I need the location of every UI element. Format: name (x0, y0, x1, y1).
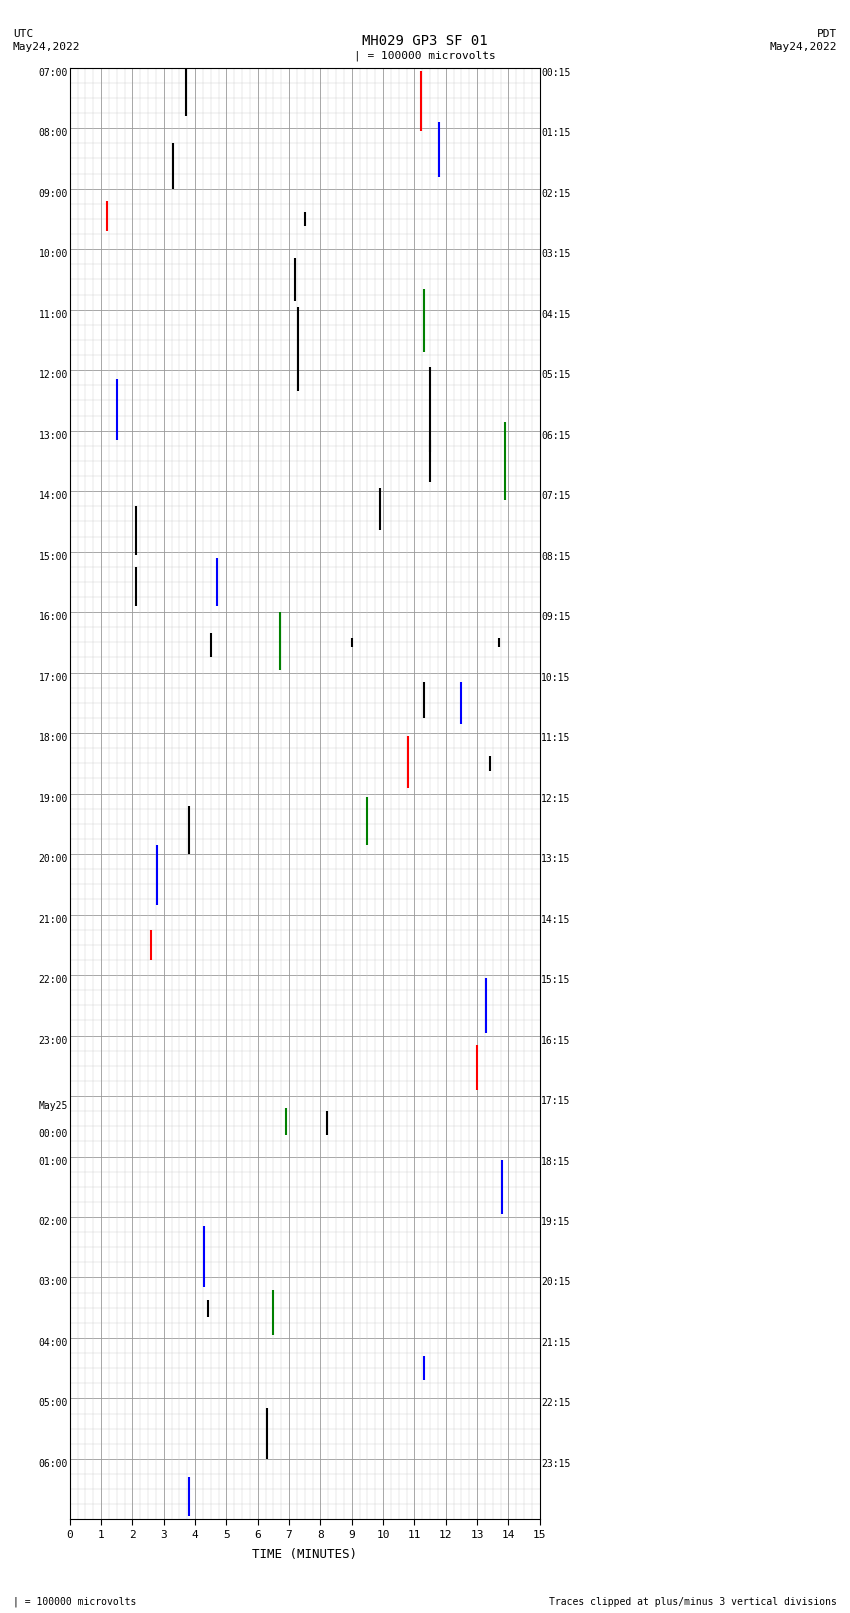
Text: 20:15: 20:15 (541, 1277, 570, 1287)
Text: 17:15: 17:15 (541, 1097, 570, 1107)
X-axis label: TIME (MINUTES): TIME (MINUTES) (252, 1548, 357, 1561)
Text: 10:00: 10:00 (39, 250, 68, 260)
Text: 07:15: 07:15 (541, 490, 570, 502)
Text: 18:15: 18:15 (541, 1157, 570, 1166)
Text: 12:00: 12:00 (39, 371, 68, 381)
Text: May25: May25 (39, 1102, 68, 1111)
Text: Traces clipped at plus/minus 3 vertical divisions: Traces clipped at plus/minus 3 vertical … (549, 1597, 837, 1607)
Text: 13:15: 13:15 (541, 855, 570, 865)
Text: 03:15: 03:15 (541, 250, 570, 260)
Text: 20:00: 20:00 (39, 855, 68, 865)
Text: 00:15: 00:15 (541, 68, 570, 77)
Text: 23:15: 23:15 (541, 1458, 570, 1469)
Text: 01:00: 01:00 (39, 1157, 68, 1166)
Text: 11:00: 11:00 (39, 310, 68, 319)
Text: 18:00: 18:00 (39, 734, 68, 744)
Text: UTC: UTC (13, 29, 33, 39)
Text: 21:00: 21:00 (39, 915, 68, 924)
Text: | = 100000 microvolts: | = 100000 microvolts (354, 50, 496, 61)
Text: 16:00: 16:00 (39, 613, 68, 623)
Text: MH029 GP3 SF 01: MH029 GP3 SF 01 (362, 34, 488, 48)
Text: 21:15: 21:15 (541, 1339, 570, 1348)
Text: 07:00: 07:00 (39, 68, 68, 77)
Text: 22:00: 22:00 (39, 974, 68, 986)
Text: May24,2022: May24,2022 (770, 42, 837, 52)
Text: | = 100000 microvolts: | = 100000 microvolts (13, 1595, 136, 1607)
Text: 09:15: 09:15 (541, 613, 570, 623)
Text: 15:00: 15:00 (39, 552, 68, 561)
Text: 16:15: 16:15 (541, 1036, 570, 1045)
Text: 15:15: 15:15 (541, 974, 570, 986)
Text: 14:00: 14:00 (39, 490, 68, 502)
Text: 01:15: 01:15 (541, 129, 570, 139)
Text: 04:00: 04:00 (39, 1339, 68, 1348)
Text: 03:00: 03:00 (39, 1277, 68, 1287)
Text: 05:00: 05:00 (39, 1398, 68, 1408)
Text: 14:15: 14:15 (541, 915, 570, 924)
Text: 11:15: 11:15 (541, 734, 570, 744)
Text: 08:15: 08:15 (541, 552, 570, 561)
Text: 09:00: 09:00 (39, 189, 68, 198)
Text: 17:00: 17:00 (39, 673, 68, 682)
Text: 22:15: 22:15 (541, 1398, 570, 1408)
Text: May24,2022: May24,2022 (13, 42, 80, 52)
Text: 08:00: 08:00 (39, 129, 68, 139)
Text: 02:00: 02:00 (39, 1218, 68, 1227)
Text: 23:00: 23:00 (39, 1036, 68, 1045)
Text: 04:15: 04:15 (541, 310, 570, 319)
Text: 02:15: 02:15 (541, 189, 570, 198)
Text: 10:15: 10:15 (541, 673, 570, 682)
Text: 12:15: 12:15 (541, 794, 570, 803)
Text: 06:15: 06:15 (541, 431, 570, 440)
Text: PDT: PDT (817, 29, 837, 39)
Text: 06:00: 06:00 (39, 1458, 68, 1469)
Text: 19:00: 19:00 (39, 794, 68, 803)
Text: 19:15: 19:15 (541, 1218, 570, 1227)
Text: 00:00: 00:00 (39, 1129, 68, 1139)
Text: 13:00: 13:00 (39, 431, 68, 440)
Text: 05:15: 05:15 (541, 371, 570, 381)
